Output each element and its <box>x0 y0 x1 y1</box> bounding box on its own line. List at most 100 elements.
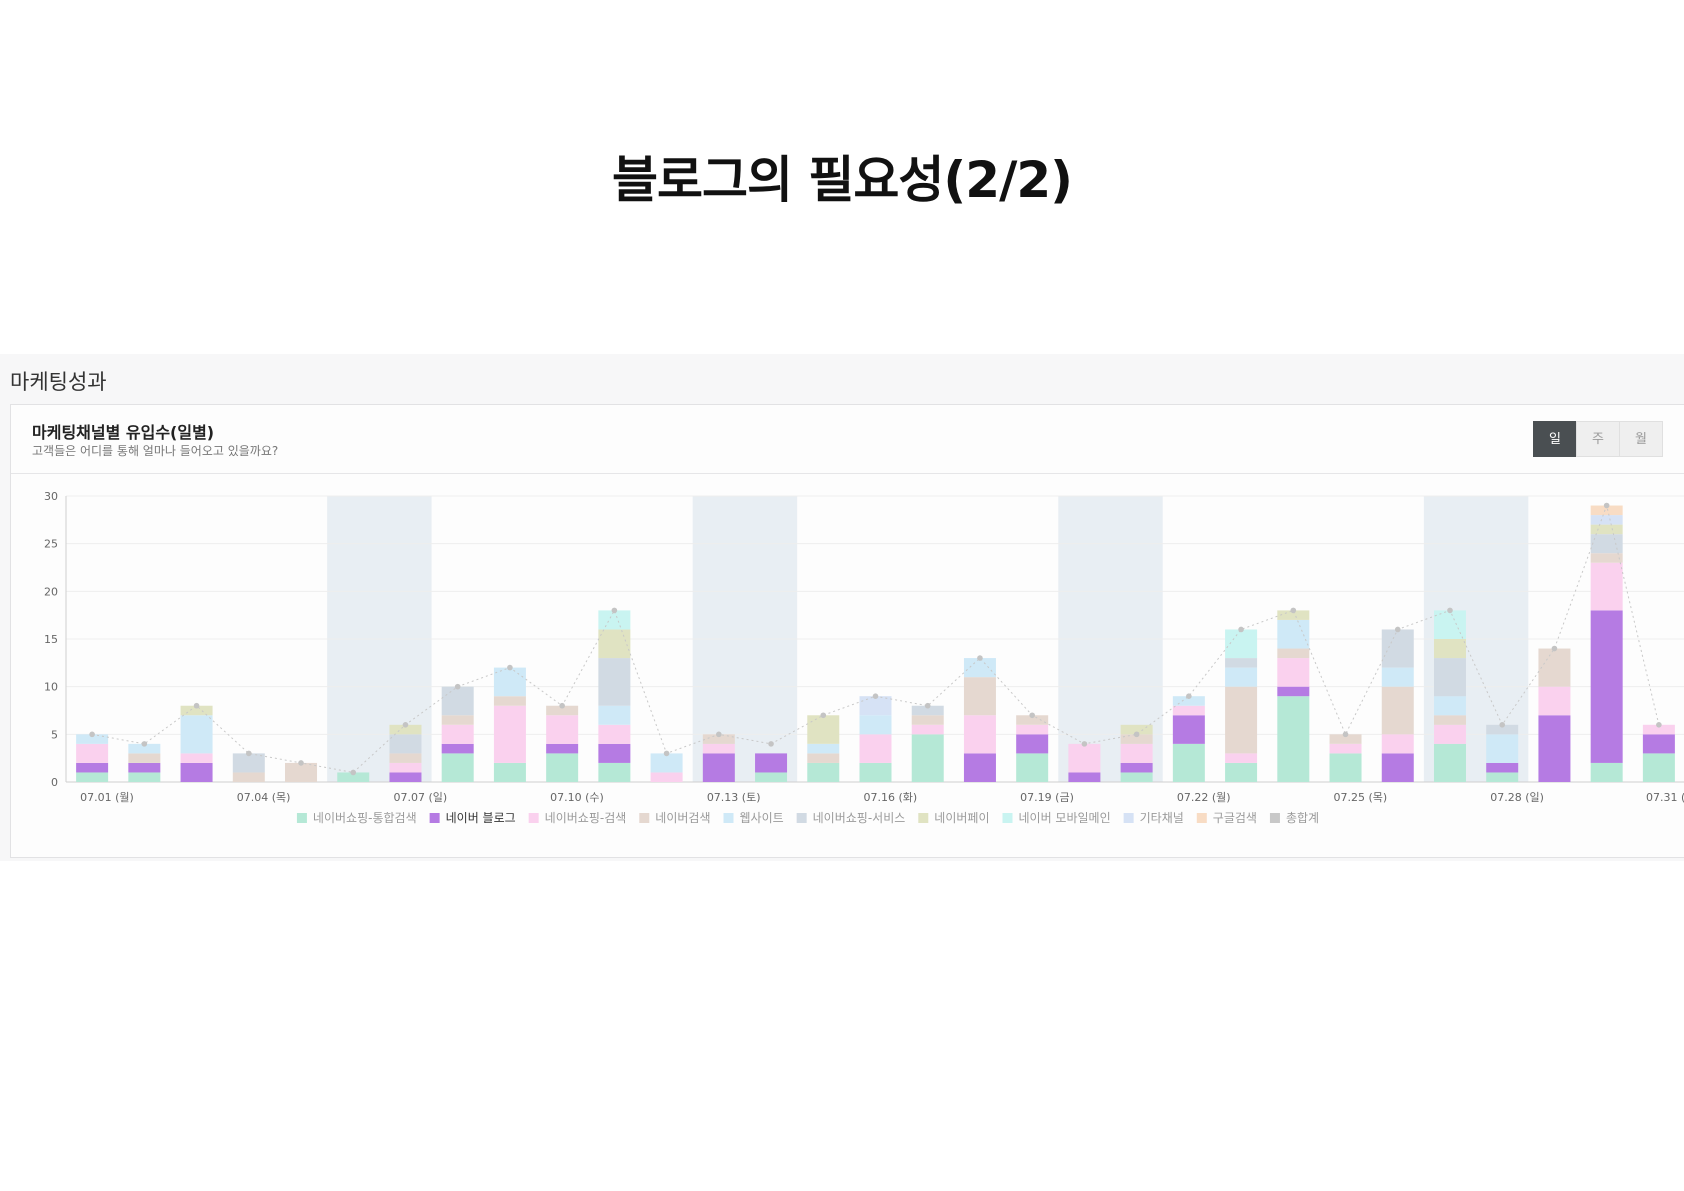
bar-segment <box>1277 658 1310 687</box>
legend-item[interactable]: 네이버쇼핑-검색 <box>545 811 627 825</box>
y-tick-label: 0 <box>51 776 58 789</box>
legend-item[interactable]: 네이버검색 <box>655 811 710 825</box>
legend-item[interactable]: 네이버쇼핑-서비스 <box>813 811 906 825</box>
card-header: 마케팅채널별 유입수(일별) 고객들은 어디를 통해 얼마나 들어오고 있을까요… <box>11 405 1684 474</box>
total-point <box>1290 607 1297 614</box>
legend-item[interactable]: 네이버페이 <box>934 811 989 825</box>
bar-segment <box>337 772 370 782</box>
x-tick-label: 07.04 (목) <box>237 791 291 804</box>
bar-segment <box>702 753 735 782</box>
legend-item[interactable]: 네이버 블로그 <box>446 811 516 825</box>
total-point <box>1447 607 1453 614</box>
marketing-performance-panel: 마케팅성과 마케팅채널별 유입수(일별) 고객들은 어디를 통해 얼마나 들어오… <box>0 354 1684 861</box>
bar-segment <box>441 743 474 754</box>
bar-segment <box>76 743 109 763</box>
bar-segment <box>441 715 474 725</box>
bar-segment <box>493 667 526 697</box>
slide-title: 블로그의 필요성(2/2) <box>612 151 1073 209</box>
total-point <box>1656 722 1662 728</box>
bar-segment <box>1120 772 1153 782</box>
bar-segment <box>963 753 996 782</box>
y-tick-label: 10 <box>44 681 58 694</box>
bar-segment <box>1381 667 1414 687</box>
bar-segment <box>598 762 631 782</box>
bar-segment <box>859 696 892 716</box>
period-button-week[interactable]: 주 <box>1576 421 1620 457</box>
bar-segment <box>911 705 944 716</box>
legend-swatch <box>528 813 539 823</box>
bar-segment <box>859 734 892 763</box>
bar-segment <box>650 753 683 773</box>
total-point <box>1186 693 1192 699</box>
bar-segment <box>546 715 579 744</box>
x-tick-label: 07.07 (일) <box>393 790 447 804</box>
legend-item[interactable]: 구글검색 <box>1213 811 1257 825</box>
bar-segment <box>1486 724 1519 735</box>
y-tick-label: 15 <box>44 633 58 646</box>
bar-segment <box>180 753 213 763</box>
x-tick-label: 07.01 (월) <box>80 791 134 804</box>
bar-segment <box>1642 753 1675 782</box>
total-point <box>977 655 983 661</box>
bar-segment <box>1172 705 1205 716</box>
bar-segment <box>1590 610 1623 763</box>
bar-segment <box>1433 715 1466 725</box>
bar-segment <box>1538 715 1571 782</box>
bar-segment <box>755 753 788 773</box>
bar-segment <box>441 724 474 744</box>
bar-segment <box>1538 686 1571 716</box>
bar-segment <box>1486 762 1519 773</box>
bar-segment <box>598 724 631 744</box>
bar-segment <box>1172 715 1205 744</box>
total-point <box>245 750 252 757</box>
bar-segment <box>232 772 265 782</box>
bar-segment <box>1277 696 1310 782</box>
legend-swatch <box>796 813 807 823</box>
bar-segment <box>1433 743 1466 782</box>
bar-segment <box>1016 734 1049 754</box>
bar-segment <box>1172 696 1205 706</box>
bar-segment <box>180 715 213 754</box>
bar-segment <box>1277 648 1310 659</box>
bar-segment <box>1381 686 1414 735</box>
bar-segment <box>1225 686 1258 754</box>
legend-item[interactable]: 네이버 모바일메인 <box>1018 811 1110 825</box>
legend-swatch <box>1196 813 1207 823</box>
bar-segment <box>389 753 422 763</box>
bar-segment <box>389 724 422 735</box>
bar-segment <box>546 705 579 716</box>
total-point <box>402 722 409 728</box>
period-button-day[interactable]: 일 <box>1533 421 1577 457</box>
total-point <box>611 607 618 614</box>
bar-segment <box>598 629 631 659</box>
bar-segment <box>1381 734 1414 754</box>
x-tick-label: 07.19 (금) <box>1020 791 1074 804</box>
bar-segment <box>1433 639 1466 659</box>
legend-item[interactable]: 총합계 <box>1286 811 1319 825</box>
legend-item[interactable]: 기타채널 <box>1140 811 1184 825</box>
period-toggle: 일 주 월 <box>1533 421 1663 457</box>
bar-segment <box>1642 724 1675 735</box>
total-point <box>768 741 774 747</box>
legend-item[interactable]: 웹사이트 <box>739 811 783 825</box>
legend-swatch <box>918 813 929 823</box>
total-point <box>872 693 879 699</box>
total-point <box>141 741 148 747</box>
total-point <box>1029 712 1035 719</box>
bar-segment <box>128 743 161 754</box>
bar-segment <box>911 715 944 725</box>
total-point <box>1133 731 1140 738</box>
total-point <box>1394 626 1401 633</box>
bar-segment <box>1538 648 1571 687</box>
bar-segment <box>128 753 161 763</box>
bar-segment <box>1381 753 1414 782</box>
total-point <box>1342 731 1349 738</box>
period-button-month[interactable]: 월 <box>1619 421 1663 457</box>
bar-segment <box>493 696 526 706</box>
bar-segment <box>180 705 213 716</box>
bar-segment <box>1225 658 1258 668</box>
legend-item[interactable]: 네이버쇼핑-통합검색 <box>313 811 417 825</box>
total-point <box>193 702 200 709</box>
bar-segment <box>493 705 526 763</box>
bar-segment <box>441 753 474 782</box>
